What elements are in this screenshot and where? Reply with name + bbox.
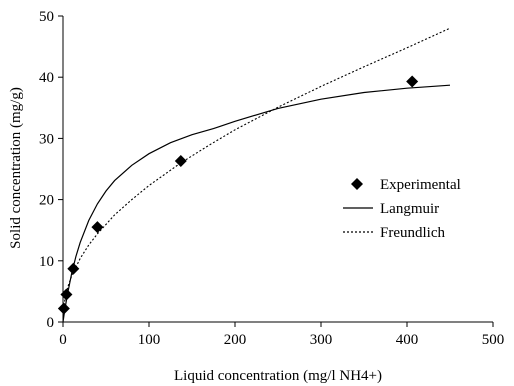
y-tick-label: 20 [39,193,54,209]
x-axis-ticks: 0 100 200 300 400 500 [59,322,504,348]
x-tick-label: 400 [396,332,419,348]
y-tick-label: 0 [47,315,55,331]
x-tick-label: 100 [138,332,161,348]
y-axis-ticks: 0 10 20 30 40 50 [39,9,63,331]
axes [62,16,493,323]
data-point-experimental [91,221,104,234]
x-tick-label: 0 [59,332,67,348]
legend-label-langmuir: Langmuir [380,201,439,217]
y-tick-label: 30 [39,131,54,147]
legend-marker-experimental [351,178,363,190]
x-tick-label: 500 [482,332,505,348]
data-point-experimental [57,302,70,315]
data-point-experimental [67,262,80,275]
series-markers [57,75,419,315]
x-axis-title: Liquid concentration (mg/l NH4+) [174,368,382,384]
y-tick-label: 40 [39,70,54,86]
legend-label-freundlich: Freundlich [380,225,445,241]
x-tick-label: 200 [224,332,247,348]
y-tick-label: 50 [39,9,54,25]
legend-label-experimental: Experimental [380,177,461,193]
data-point-experimental [174,155,187,168]
legend: Experimental Langmuir Freundlich [343,177,461,241]
series-lines [62,27,451,323]
data-point-experimental [60,288,73,301]
data-point-experimental [406,75,419,88]
series-line-freundlich [63,27,451,306]
y-axis-title: Solid concentration (mg/g) [8,87,24,249]
y-tick-label: 10 [39,254,54,270]
x-tick-label: 300 [310,332,333,348]
